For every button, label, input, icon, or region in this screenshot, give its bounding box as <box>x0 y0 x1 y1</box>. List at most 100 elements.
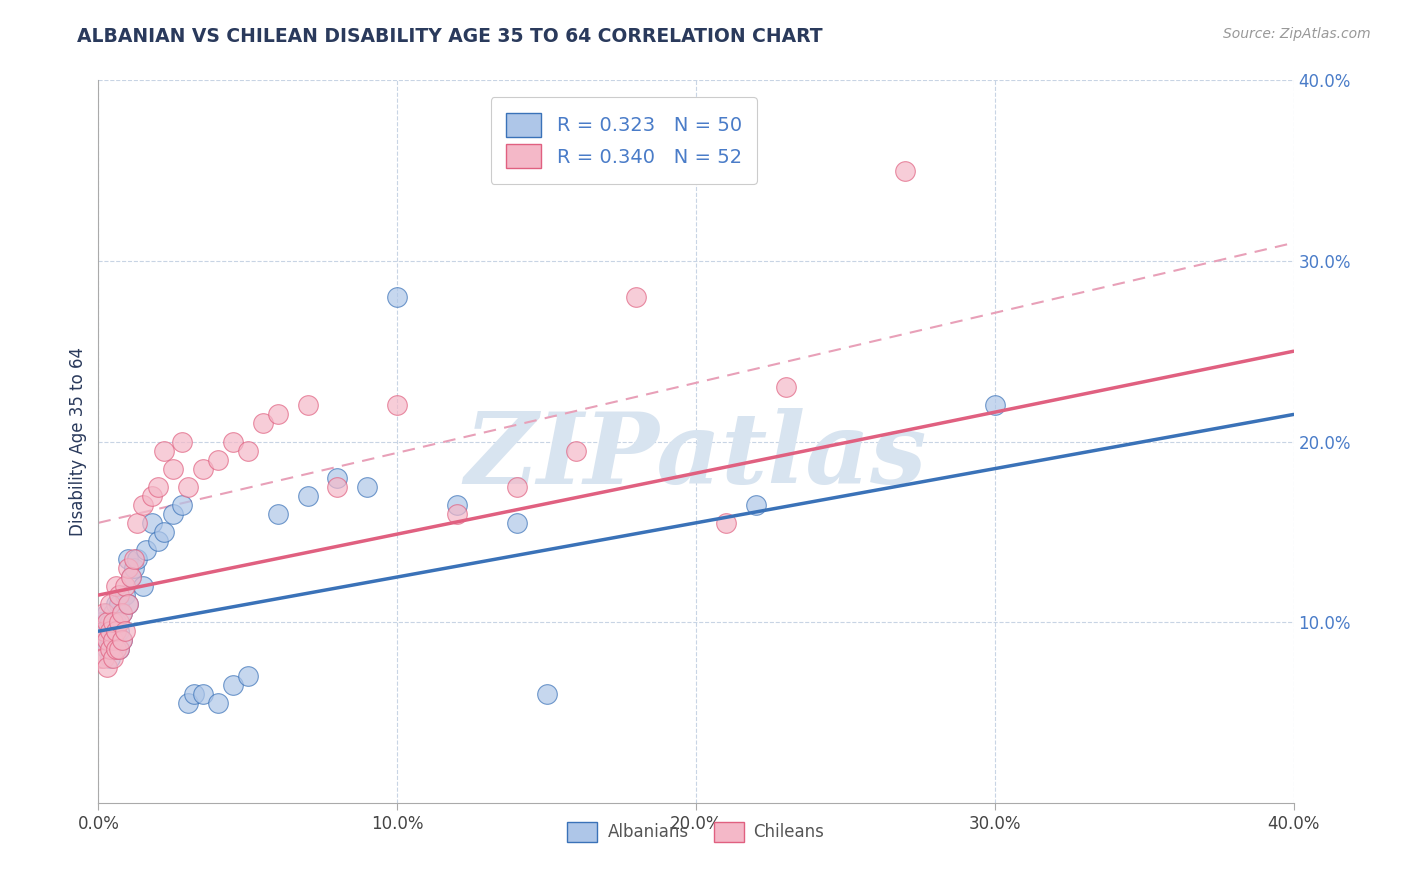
Point <box>103 633 125 648</box>
Point <box>536 687 558 701</box>
Point <box>93 606 115 620</box>
Point <box>191 461 214 475</box>
Point <box>191 687 214 701</box>
Text: ZIPatlas: ZIPatlas <box>465 408 927 504</box>
Point <box>105 624 128 639</box>
Legend: Albanians, Chileans: Albanians, Chileans <box>561 815 831 848</box>
Point <box>326 471 349 485</box>
Point <box>222 678 245 692</box>
Point <box>108 588 131 602</box>
Point <box>105 579 128 593</box>
Point <box>127 516 149 530</box>
Point <box>714 516 737 530</box>
Point <box>267 507 290 521</box>
Point <box>96 606 118 620</box>
Point <box>124 561 146 575</box>
Point <box>111 633 134 648</box>
Point <box>446 498 468 512</box>
Point <box>96 660 118 674</box>
Point <box>93 633 115 648</box>
Point <box>98 633 122 648</box>
Point <box>103 624 125 639</box>
Point <box>90 615 112 630</box>
Point <box>236 443 259 458</box>
Point <box>96 615 118 630</box>
Point <box>177 480 200 494</box>
Point <box>98 624 122 639</box>
Point <box>117 552 139 566</box>
Text: ALBANIAN VS CHILEAN DISABILITY AGE 35 TO 64 CORRELATION CHART: ALBANIAN VS CHILEAN DISABILITY AGE 35 TO… <box>77 27 823 45</box>
Point <box>124 552 146 566</box>
Point <box>96 642 118 657</box>
Point <box>356 480 378 494</box>
Point <box>207 452 229 467</box>
Point <box>117 561 139 575</box>
Point <box>172 434 194 449</box>
Point <box>103 615 125 630</box>
Point <box>114 588 136 602</box>
Point <box>565 443 588 458</box>
Point <box>103 606 125 620</box>
Point <box>117 597 139 611</box>
Point <box>108 615 131 630</box>
Point <box>105 597 128 611</box>
Point <box>90 651 112 665</box>
Point <box>506 480 529 494</box>
Point <box>297 489 319 503</box>
Point <box>775 380 797 394</box>
Point <box>105 642 128 657</box>
Point <box>103 633 125 648</box>
Point <box>111 633 134 648</box>
Point <box>141 516 163 530</box>
Point <box>984 398 1007 412</box>
Point <box>626 290 648 304</box>
Point <box>267 408 290 422</box>
Point <box>103 651 125 665</box>
Point <box>117 597 139 611</box>
Point <box>141 489 163 503</box>
Point <box>93 624 115 639</box>
Point <box>745 498 768 512</box>
Point <box>148 480 170 494</box>
Point <box>326 480 349 494</box>
Point <box>132 498 155 512</box>
Point <box>162 461 184 475</box>
Point <box>98 615 122 630</box>
Point <box>98 597 122 611</box>
Point <box>98 651 122 665</box>
Point <box>108 624 131 639</box>
Point <box>111 606 134 620</box>
Point <box>108 642 131 657</box>
Point <box>93 624 115 639</box>
Point <box>153 524 176 539</box>
Text: Source: ZipAtlas.com: Source: ZipAtlas.com <box>1223 27 1371 41</box>
Point <box>120 570 142 584</box>
Point <box>108 642 131 657</box>
Point <box>96 633 118 648</box>
Point <box>222 434 245 449</box>
Point <box>385 398 409 412</box>
Point <box>153 443 176 458</box>
Y-axis label: Disability Age 35 to 64: Disability Age 35 to 64 <box>69 347 87 536</box>
Point <box>236 669 259 683</box>
Point <box>162 507 184 521</box>
Point <box>120 570 142 584</box>
Point <box>894 163 917 178</box>
Point <box>172 498 194 512</box>
Point <box>297 398 319 412</box>
Point <box>132 579 155 593</box>
Point <box>127 552 149 566</box>
Point <box>114 624 136 639</box>
Point <box>446 507 468 521</box>
Point <box>183 687 205 701</box>
Point <box>98 642 122 657</box>
Point <box>93 651 115 665</box>
Point <box>105 615 128 630</box>
Point <box>90 633 112 648</box>
Point <box>207 697 229 711</box>
Point <box>135 542 157 557</box>
Point <box>148 533 170 548</box>
Point <box>105 624 128 639</box>
Point <box>252 417 274 431</box>
Point <box>385 290 409 304</box>
